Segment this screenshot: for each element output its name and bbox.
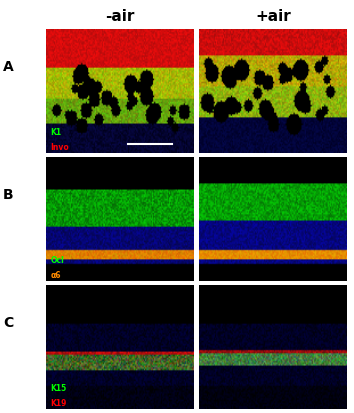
Text: +air: +air: [255, 9, 291, 24]
Text: Ocl: Ocl: [51, 256, 64, 265]
Text: α6: α6: [51, 271, 61, 280]
Text: A: A: [3, 60, 14, 74]
Text: -air: -air: [105, 9, 135, 24]
Text: K15: K15: [51, 384, 67, 393]
Text: K19: K19: [51, 399, 67, 408]
Text: C: C: [3, 316, 13, 330]
Text: K1: K1: [51, 128, 62, 137]
Text: Invo: Invo: [51, 142, 69, 152]
Text: B: B: [3, 188, 13, 202]
